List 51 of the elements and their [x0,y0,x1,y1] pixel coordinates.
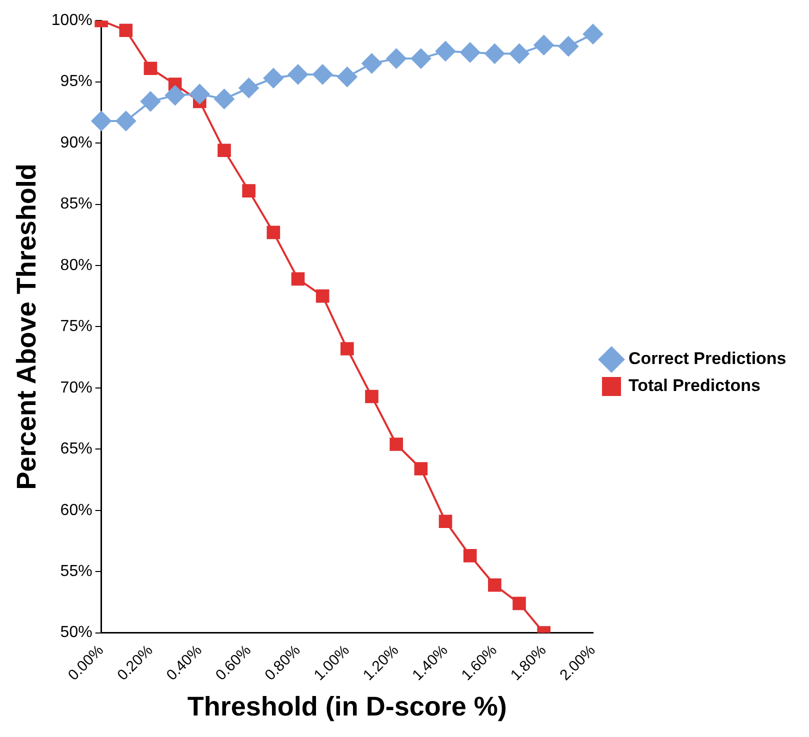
point [218,144,231,158]
point [460,42,480,62]
point [488,578,502,592]
point [410,48,431,69]
point [386,48,406,69]
point [190,84,210,104]
point [119,24,133,38]
y-tick-label: 55% [60,562,92,580]
legend-label: Correct Predictions [628,349,786,368]
point [214,88,234,109]
point [116,111,136,131]
point [558,36,578,56]
point [242,184,256,198]
y-tick-label: 90% [60,134,92,152]
point [484,44,505,64]
point [414,462,428,476]
y-tick-label: 70% [60,379,92,396]
y-tick-label: 95% [60,73,92,90]
x-axis-title: Threshold (in D-score %) [187,691,507,722]
point [266,226,280,240]
point [288,64,308,84]
point [291,272,305,286]
point [312,64,333,84]
point [534,35,554,56]
y-tick-label: 60% [60,502,92,519]
y-tick-label: 100% [51,12,92,30]
legend-label: Total Predictons [628,376,760,396]
point [340,342,354,356]
point [165,85,186,106]
point [509,44,530,64]
point [435,41,456,62]
point [583,24,603,44]
point [365,390,378,404]
y-tick-label: 65% [60,440,92,458]
point [390,438,403,451]
y-tick-label: 85% [60,196,92,213]
y-tick-label: 50% [60,624,92,642]
point [463,549,477,562]
point [512,596,526,610]
point [362,53,382,74]
point [263,68,284,88]
point [337,66,358,87]
point [316,289,330,303]
point [140,91,160,112]
point [144,62,158,76]
point [91,111,112,131]
y-tick-label: 80% [60,256,92,274]
y-axis-title: Percent Above Threshold [12,164,42,490]
point [238,78,259,98]
y-tick-label: 75% [60,318,92,336]
point [438,514,452,528]
